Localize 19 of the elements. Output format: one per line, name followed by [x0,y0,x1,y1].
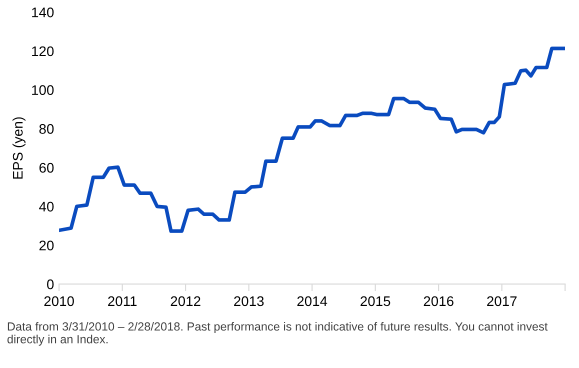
y-tick-label: 120 [32,46,54,56]
y-tick-label: 40 [39,202,54,212]
x-tick-label: 2011 [108,296,137,306]
y-axis-title: EPS (yen) [12,117,26,179]
y-tick-label: 20 [39,240,54,250]
y-tick-label: 100 [32,85,54,96]
y-tick-label: 0 [47,279,54,290]
x-tick-label: 2015 [360,296,390,306]
x-tick-label: 2017 [487,296,517,306]
text: Data from 3/31/2010 – 2/28/2018. Past performance is not indicative of future results. You cannot invest directly in an Index. [7,322,548,346]
x-tick-label: 2010 [44,296,74,306]
x-tick-label: 2014 [297,296,328,306]
x-tick-label: 2016 [424,296,454,306]
x-tick-label: 2012 [170,296,200,306]
x-tick-label: 2013 [234,296,264,306]
line-series [59,46,566,233]
y-tick-label: 80 [39,124,54,134]
y-tick-label: 60 [39,162,54,173]
y-tick-label: 140 [32,7,54,18]
